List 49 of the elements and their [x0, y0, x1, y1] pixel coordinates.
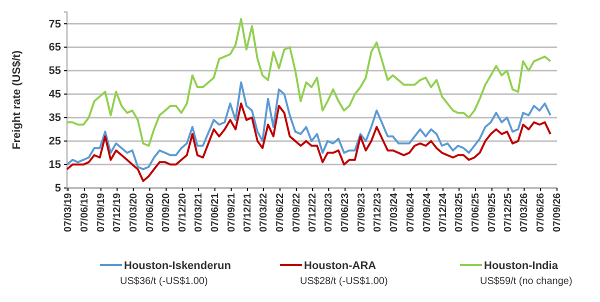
y-tick-label: 55 — [48, 65, 61, 78]
text: US$36/t (-US$1.00) — [120, 276, 208, 287]
x-tick-label: 07/09/23 — [356, 192, 368, 232]
x-tick-label: 07/06/22 — [274, 192, 286, 232]
x-tick-label: 07/06/24 — [405, 192, 416, 232]
x-tick-label: 07/09/22 — [291, 192, 302, 232]
y-tick-label: 5 — [54, 182, 61, 195]
x-tick-label: 07/12/21 — [242, 192, 254, 232]
x-tick-label: 07/06/20 — [144, 192, 156, 232]
x-tick-label: 07/09/20 — [161, 192, 172, 232]
x-tick-label: 07/12/23 — [372, 192, 384, 232]
text: US$59/t (no change) — [480, 276, 572, 287]
x-tick-label: 07/12/20 — [177, 192, 188, 232]
x-tick-label: 07/03/24 — [388, 192, 400, 232]
x-tick-label: 07/03/26 — [519, 192, 530, 232]
line-series — [66, 102, 552, 182]
text: US$28/t (-US$1.00) — [300, 276, 388, 287]
line-series — [66, 18, 552, 147]
x-tick-label: 07/12/24 — [438, 192, 450, 232]
x-tick-label: 07/03/20 — [128, 192, 140, 232]
x-tick-label: 07/06/23 — [340, 192, 352, 232]
legend-label: Houston-Iskenderun — [124, 260, 232, 272]
x-tick-label: 07/09/25 — [486, 192, 498, 232]
x-tick-label: 07/06/25 — [470, 192, 482, 232]
y-tick-label: 15 — [48, 159, 61, 172]
x-tick-label: 07/09/21 — [226, 192, 238, 232]
x-tick-label: 07/09/26 — [552, 192, 563, 232]
y-tick-label: 25 — [48, 136, 61, 148]
x-tick-label: 07/03/22 — [258, 192, 270, 232]
x-tick-label: 07/06/26 — [536, 192, 547, 232]
y-tick-label: 65 — [48, 42, 61, 54]
x-tick-label: 07/09/19 — [96, 192, 107, 232]
x-tick-label: 07/12/25 — [503, 192, 514, 232]
x-tick-label: 07/06/19 — [79, 192, 90, 232]
legend-label: Houston-India — [484, 260, 559, 272]
x-tick-label: 07/03/25 — [454, 192, 466, 232]
x-tick-label: 07/12/19 — [112, 192, 124, 232]
x-tick-label: 07/03/23 — [324, 192, 335, 232]
x-tick-label: 07/03/19 — [63, 192, 74, 232]
y-tick-label: 35 — [48, 112, 61, 124]
x-tick-label: 07/12/22 — [308, 192, 319, 232]
legend-label: Houston-ARA — [304, 260, 376, 272]
x-tick-label: 07/06/21 — [210, 192, 221, 232]
y-tick-label: 45 — [48, 88, 61, 101]
x-tick-label: 07/09/24 — [422, 192, 433, 232]
y-axis-title: Freight rate (US$/t) — [11, 50, 23, 150]
y-tick-label: 75 — [48, 18, 61, 30]
line-series — [66, 81, 552, 170]
x-tick-label: 07/03/21 — [193, 192, 204, 232]
